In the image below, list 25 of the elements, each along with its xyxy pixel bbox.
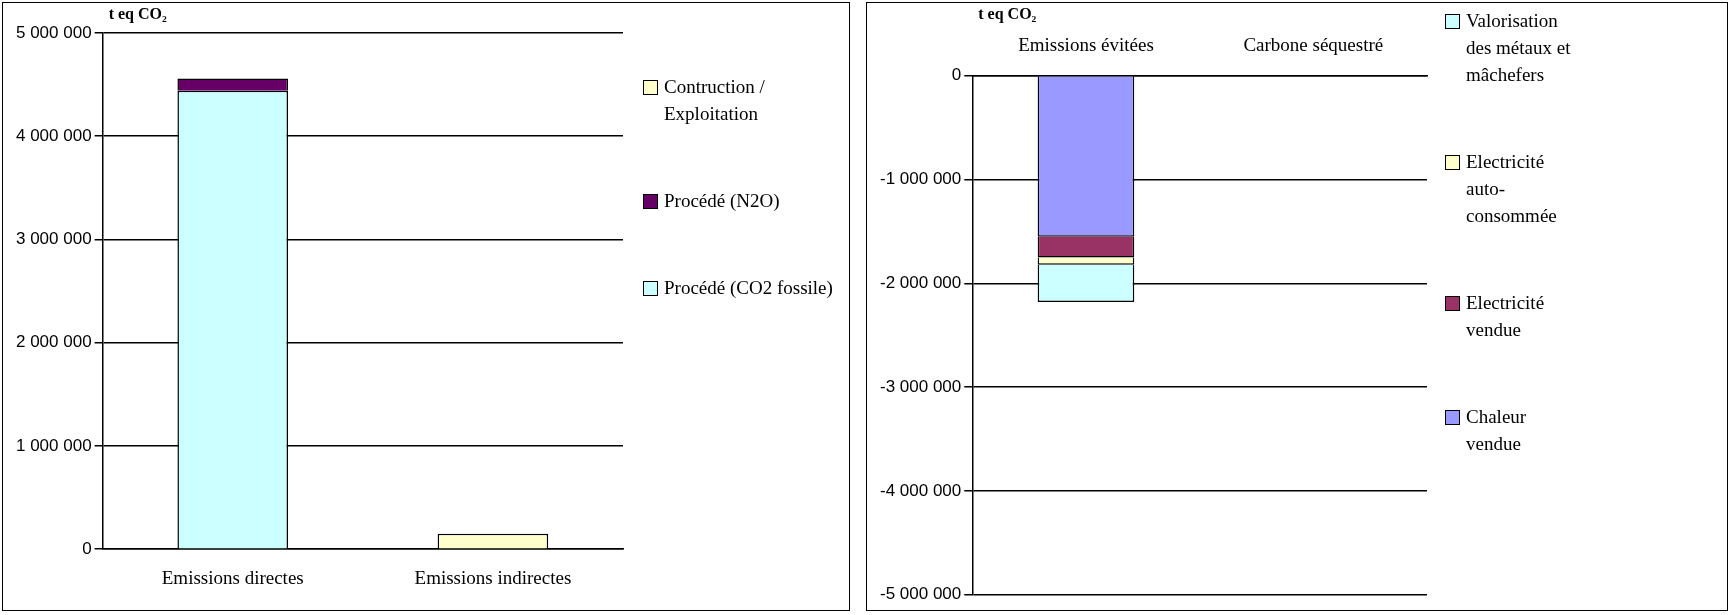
x-tick-label: Emissions évitées xyxy=(1018,34,1154,56)
legend-label: Contruction / Exploitation xyxy=(664,75,766,126)
legend-label: Procédé (N2O) xyxy=(664,189,780,213)
y-tick-label: -2 000 000 xyxy=(879,273,962,293)
y-tick-label: 4 000 000 xyxy=(15,125,92,145)
y-tick-label: 5 000 000 xyxy=(15,22,92,42)
y-tick-label: 0 xyxy=(951,65,962,85)
x-tick-label: Emissions indirectes xyxy=(414,566,572,588)
y-tick-label: 3 000 000 xyxy=(15,229,92,249)
legend-label: Chaleur vendue xyxy=(1466,405,1528,456)
x-tick-label: Emissions directes xyxy=(161,566,304,588)
y-tick-label: -4 000 000 xyxy=(879,480,962,500)
y-tick-label: 0 xyxy=(82,538,92,558)
y-tick-label: -3 000 000 xyxy=(879,376,962,396)
y-tick-label: -5 000 000 xyxy=(879,584,962,604)
y-axis-title: t eq CO₂ xyxy=(108,5,167,23)
legend-label: Procédé (CO2 fossile) xyxy=(664,276,833,300)
legend-label: Electricité auto-consommée xyxy=(1466,150,1558,228)
legend-label: Electricité vendue xyxy=(1466,291,1546,342)
y-tick-label: -1 000 000 xyxy=(879,169,962,189)
y-tick-label: 1 000 000 xyxy=(15,435,92,455)
y-axis-title: t eq CO₂ xyxy=(978,5,1037,23)
y-tick-label: 2 000 000 xyxy=(15,332,92,352)
x-tick-label: Carbone séquestré xyxy=(1243,34,1384,56)
legend-label: Valorisation des métaux et mâchefers xyxy=(1466,9,1572,87)
